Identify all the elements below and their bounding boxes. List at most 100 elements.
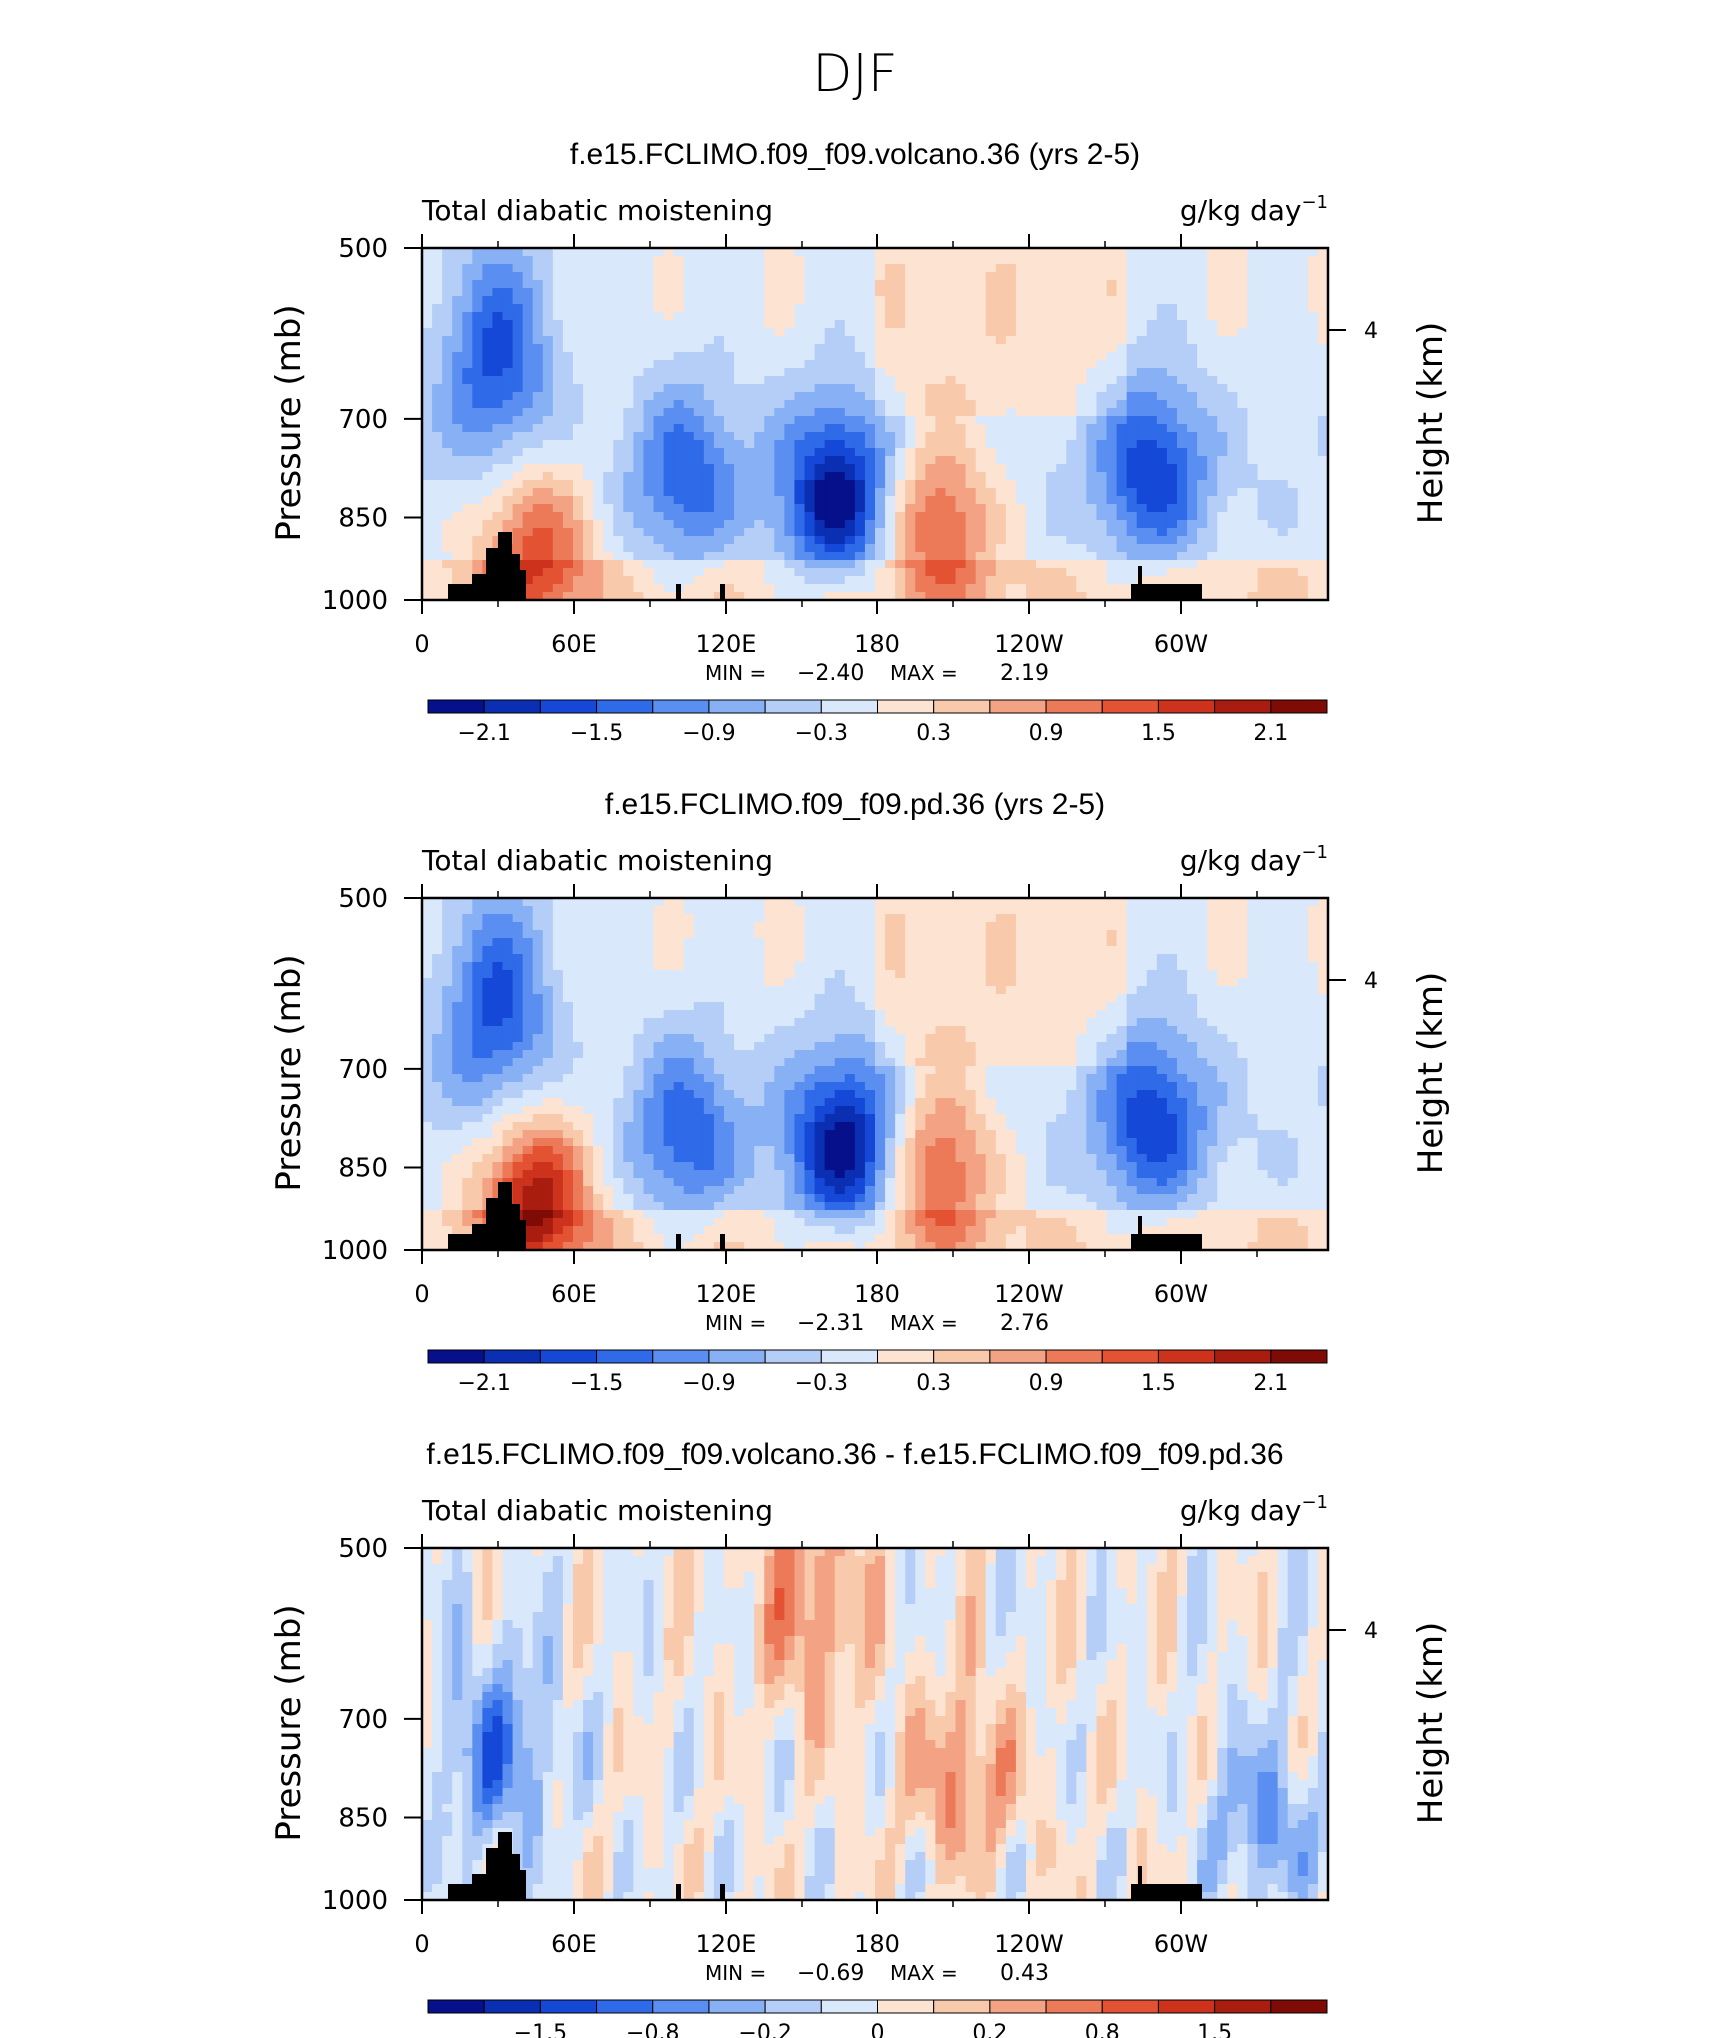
heat-cell	[673, 296, 685, 305]
heat-cell	[613, 1074, 624, 1083]
heat-cell	[603, 1146, 614, 1155]
heat-cell	[422, 1090, 433, 1099]
heat-cell	[1247, 392, 1259, 401]
heat-cell	[623, 1034, 634, 1043]
heat-cell	[623, 552, 634, 561]
heat-cell	[442, 416, 453, 425]
heat-cell	[562, 472, 574, 481]
heat-cell	[432, 1234, 443, 1243]
heat-cell	[1307, 336, 1319, 345]
heat-cell	[562, 264, 574, 273]
heat-cell	[442, 930, 453, 939]
heat-cell	[1257, 360, 1269, 369]
heat-cell	[1197, 408, 1208, 417]
heat-cell	[593, 1138, 604, 1147]
heat-cell	[955, 440, 967, 449]
heat-cell	[965, 280, 977, 289]
heat-cell	[824, 440, 836, 449]
heat-cell	[703, 400, 715, 409]
heat-cell	[995, 424, 1007, 433]
heat-cell	[1156, 344, 1168, 353]
heat-cell	[432, 536, 443, 545]
heat-cell	[573, 568, 584, 577]
heat-cell	[643, 328, 655, 337]
heat-cell	[1317, 528, 1329, 537]
heat-cell	[1136, 576, 1148, 585]
heat-cell	[724, 416, 735, 425]
heat-cell	[1297, 336, 1309, 345]
heat-cell	[1015, 496, 1027, 505]
heat-cell	[502, 1170, 514, 1179]
heat-cell	[1187, 384, 1198, 393]
heat-cell	[653, 440, 665, 449]
heat-cell	[422, 922, 433, 931]
heat-cell	[744, 416, 755, 425]
heat-cell	[673, 336, 685, 345]
heat-cell	[1187, 336, 1198, 345]
heat-cell	[1277, 536, 1289, 545]
heat-cell	[593, 336, 604, 345]
heat-cell	[683, 352, 695, 361]
heat-cell	[955, 344, 967, 353]
heat-cell	[1036, 328, 1047, 337]
heat-cell	[462, 352, 473, 361]
heat-cell	[895, 536, 906, 545]
heat-cell	[844, 304, 856, 313]
heat-cell	[1116, 416, 1128, 425]
heat-cell	[754, 544, 765, 553]
heat-cell	[1005, 248, 1017, 257]
y-axis-label: Pressure (mb)	[269, 304, 309, 541]
heat-cell	[1197, 488, 1208, 497]
heat-cell	[683, 568, 695, 577]
heat-cell	[1297, 472, 1309, 481]
heat-cell	[794, 368, 806, 377]
heat-cell	[1015, 376, 1027, 385]
heat-cell	[1126, 408, 1138, 417]
heat-cell	[1247, 552, 1259, 561]
heat-cell	[502, 496, 514, 505]
units-exponent: −1	[1301, 842, 1328, 863]
heat-cell	[623, 1130, 634, 1139]
heat-cell	[643, 440, 655, 449]
heat-cell	[693, 592, 705, 601]
heat-cell	[1096, 344, 1108, 353]
heat-cell	[502, 272, 514, 281]
heat-cell	[502, 1010, 514, 1019]
heat-cell	[1237, 512, 1249, 521]
heat-cell	[452, 248, 463, 257]
heat-cell	[522, 1234, 534, 1243]
heat-cell	[583, 408, 594, 417]
heat-cell	[603, 946, 614, 955]
heat-cell	[623, 1138, 634, 1147]
heat-cell	[583, 1122, 594, 1131]
heat-cell	[1297, 272, 1309, 281]
heat-cell	[593, 576, 604, 585]
heat-cell	[1177, 528, 1188, 537]
heat-cell	[442, 336, 453, 345]
heat-cell	[713, 256, 725, 265]
heat-cell	[1106, 328, 1118, 337]
heat-cell	[1015, 304, 1027, 313]
heat-cell	[583, 248, 594, 257]
heat-cell	[1076, 288, 1087, 297]
heat-cell	[573, 1138, 584, 1147]
heat-cell	[713, 560, 725, 569]
heat-cell	[1237, 520, 1249, 529]
heat-cell	[875, 360, 886, 369]
heat-cell	[1136, 544, 1148, 553]
heat-cell	[713, 336, 725, 345]
heat-cell	[542, 344, 554, 353]
heat-cell	[1146, 384, 1158, 393]
heat-cell	[824, 368, 836, 377]
heat-cell	[1066, 328, 1077, 337]
heat-cell	[1156, 280, 1168, 289]
heat-cell	[1317, 360, 1329, 369]
heat-cell	[623, 584, 634, 593]
heat-cell	[623, 1018, 634, 1027]
heat-cell	[754, 496, 765, 505]
heat-cell	[1277, 264, 1289, 273]
heat-cell	[1197, 440, 1208, 449]
heat-cell	[492, 488, 504, 497]
heat-cell	[422, 962, 433, 971]
heat-cell	[1046, 368, 1057, 377]
